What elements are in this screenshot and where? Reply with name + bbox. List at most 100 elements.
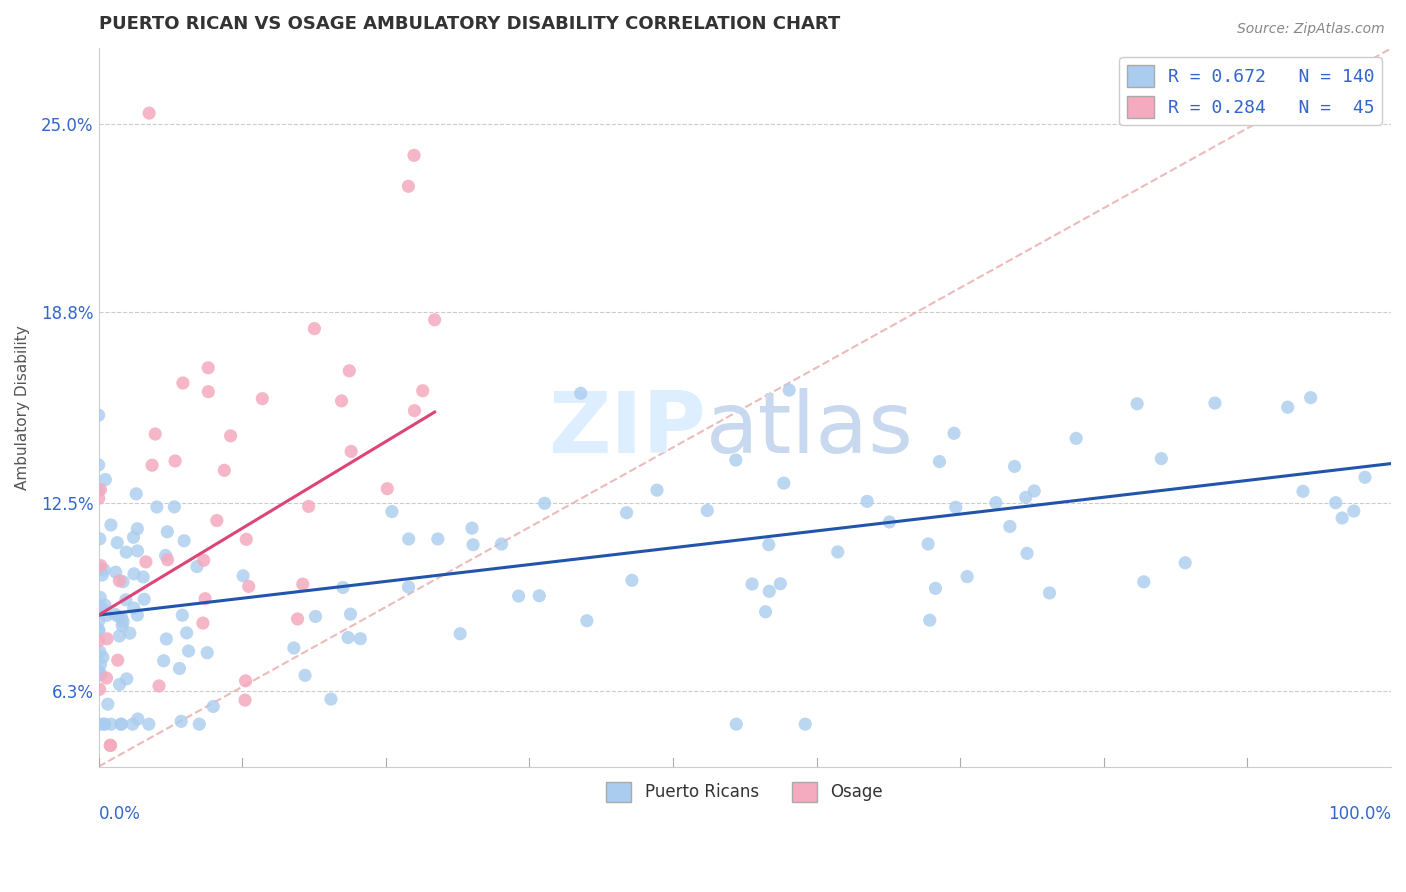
Point (461, 521, 484, 535)
Point (291, 577, 314, 591)
Point (956, 569, 979, 583)
Point (100, 717, 122, 731)
Point (616, 506, 638, 520)
Point (620, 574, 643, 588)
Point (89, 682, 111, 697)
Point (87, 602, 110, 616)
Point (89, 560, 111, 574)
Point (127, 608, 149, 623)
Point (90, 667, 112, 681)
Point (924, 582, 946, 596)
Point (412, 384, 434, 398)
Point (219, 429, 242, 443)
Point (170, 714, 193, 729)
Point (827, 545, 849, 559)
Point (1038, 586, 1060, 600)
Point (172, 376, 194, 390)
Point (1024, 483, 1046, 498)
Point (122, 530, 145, 544)
Point (283, 640, 305, 655)
Point (100, 739, 122, 753)
Point (135, 555, 157, 569)
Point (111, 618, 134, 632)
Point (917, 537, 939, 551)
Point (138, 106, 160, 120)
Point (725, 717, 748, 731)
Point (337, 631, 360, 645)
Point (87, 408, 110, 422)
Point (1299, 391, 1322, 405)
Point (156, 524, 179, 539)
Point (93, 717, 115, 731)
Point (118, 626, 141, 640)
Point (98, 739, 121, 753)
Point (508, 589, 530, 603)
Point (89, 657, 111, 672)
Point (127, 544, 149, 558)
Point (87, 458, 110, 472)
Point (778, 383, 800, 397)
Point (205, 514, 228, 528)
Point (398, 532, 420, 546)
Point (197, 384, 219, 399)
Point (426, 532, 449, 546)
Text: 100.0%: 100.0% (1329, 805, 1391, 823)
Point (111, 574, 134, 589)
Point (769, 576, 792, 591)
Point (461, 538, 484, 552)
Point (91, 568, 114, 582)
Point (349, 632, 371, 646)
Point (402, 148, 425, 162)
Point (104, 565, 127, 579)
Point (1277, 400, 1299, 414)
Point (533, 496, 555, 510)
Point (114, 592, 136, 607)
Text: Source: ZipAtlas.com: Source: ZipAtlas.com (1237, 22, 1385, 37)
Point (1174, 556, 1197, 570)
Point (918, 613, 941, 627)
Point (100, 518, 122, 533)
Point (169, 661, 191, 675)
Point (943, 426, 966, 441)
Point (104, 607, 127, 622)
Point (87, 624, 110, 638)
Point (1354, 470, 1376, 484)
Point (381, 505, 404, 519)
Text: atlas: atlas (706, 387, 914, 471)
Point (176, 626, 198, 640)
Point (134, 592, 156, 607)
Point (96, 632, 118, 646)
Point (89, 483, 111, 497)
Point (146, 500, 169, 514)
Y-axis label: Ambulatory Disability: Ambulatory Disability (15, 326, 30, 490)
Point (107, 609, 129, 624)
Point (879, 515, 901, 529)
Point (87, 483, 110, 497)
Point (238, 579, 260, 593)
Point (191, 615, 214, 630)
Point (87, 491, 110, 506)
Point (1133, 574, 1156, 589)
Point (115, 672, 138, 686)
Point (107, 653, 129, 667)
Point (94, 598, 117, 612)
Point (1204, 396, 1226, 410)
Point (449, 627, 471, 641)
Point (304, 609, 326, 624)
Point (143, 427, 166, 442)
Point (337, 364, 360, 378)
Point (108, 629, 131, 643)
Point (195, 646, 218, 660)
Point (105, 535, 128, 549)
Point (90, 558, 112, 573)
Point (87, 664, 110, 678)
Point (304, 321, 326, 335)
Point (1292, 484, 1315, 499)
Point (89, 591, 111, 605)
Legend: Puerto Ricans, Osage: Puerto Ricans, Osage (600, 775, 890, 808)
Point (188, 717, 211, 731)
Point (152, 654, 174, 668)
Point (173, 533, 195, 548)
Point (186, 559, 208, 574)
Point (115, 545, 138, 559)
